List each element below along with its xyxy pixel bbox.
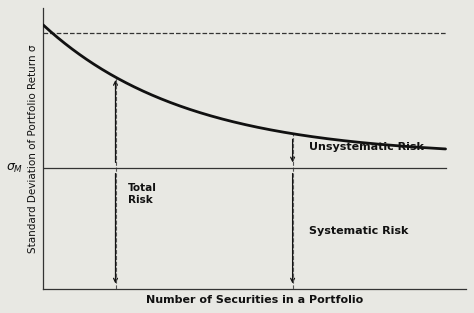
Text: $\sigma_{M}$: $\sigma_{M}$ [6, 162, 23, 175]
Y-axis label: Standard Deviation of Portfolio Return σ: Standard Deviation of Portfolio Return σ [27, 44, 37, 253]
Text: Systematic Risk: Systematic Risk [309, 226, 408, 236]
Text: Total
Risk: Total Risk [128, 183, 156, 204]
X-axis label: Number of Securities in a Portfolio: Number of Securities in a Portfolio [146, 295, 363, 305]
Text: Unsystematic Risk: Unsystematic Risk [309, 142, 424, 152]
